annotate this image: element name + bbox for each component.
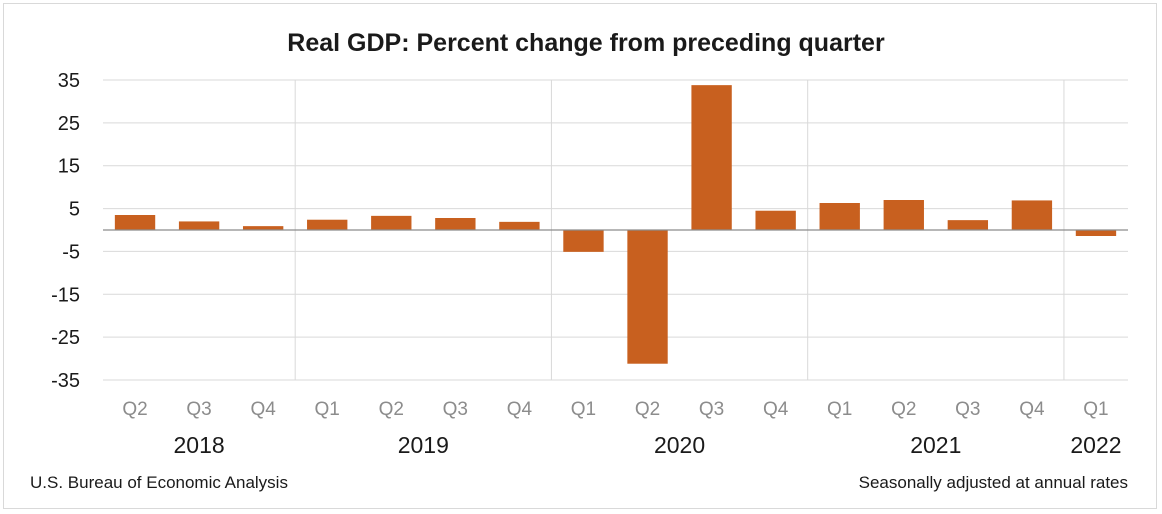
x-tick-label: Q2 (635, 399, 660, 420)
bars (114, 85, 1117, 364)
y-tick-label: 15 (58, 156, 80, 178)
x-tick-label: Q4 (507, 399, 533, 420)
year-label: 2022 (1070, 432, 1121, 458)
bar (627, 230, 668, 364)
year-label: 2020 (654, 432, 705, 458)
bar (947, 220, 989, 230)
bar (307, 219, 348, 230)
x-tick-label: Q1 (315, 399, 340, 420)
chart-title: Real GDP: Percent change from preceding … (287, 29, 885, 57)
bar (755, 210, 796, 230)
bar (883, 200, 924, 230)
x-tick-label: Q4 (1019, 399, 1045, 420)
x-axis-ticks: Q2 Q3 Q4 Q1 Q2 Q3 Q4 Q1 Q2 Q3 Q4 Q1 Q2 Q3 Q4 Q1 (122, 399, 1108, 420)
seasonal-note: Seasonally adjusted at annual rates (859, 473, 1128, 492)
source-note: U.S. Bureau of Economic Analysis (30, 473, 288, 492)
x-tick-label: Q1 (571, 399, 596, 420)
bar (563, 230, 604, 252)
x-tick-label: Q4 (250, 399, 276, 420)
x-tick-label: Q4 (763, 399, 789, 420)
bar (242, 226, 284, 230)
x-tick-label: Q1 (1083, 399, 1108, 420)
gridlines (103, 79, 1128, 381)
bar (819, 203, 860, 230)
bar (691, 85, 732, 231)
y-tick-label: 25 (58, 113, 80, 135)
y-axis-ticks: 35 25 15 5 -5 -15 -25 -35 (51, 70, 80, 392)
y-tick-label: -5 (62, 241, 80, 263)
year-label: 2018 (174, 432, 225, 458)
bar (435, 218, 476, 230)
x-tick-label: Q3 (955, 399, 980, 420)
x-tick-label: Q1 (827, 399, 852, 420)
year-labels: 2018 2019 2020 2021 2022 (174, 432, 1122, 458)
bar (178, 221, 220, 230)
x-tick-label: Q3 (443, 399, 468, 420)
bar (371, 215, 412, 230)
chart-frame (3, 3, 1157, 509)
y-tick-label: 35 (58, 70, 80, 92)
y-tick-label: -25 (51, 327, 80, 349)
y-tick-label: -35 (51, 370, 80, 392)
bar (499, 221, 540, 230)
x-tick-label: Q2 (891, 399, 916, 420)
x-tick-label: Q2 (379, 399, 404, 420)
y-tick-label: 5 (69, 199, 80, 221)
bar (1075, 230, 1117, 236)
x-tick-label: Q3 (186, 399, 211, 420)
year-label: 2021 (910, 432, 961, 458)
bar (1011, 200, 1053, 230)
bar (114, 215, 156, 230)
y-tick-label: -15 (51, 284, 80, 306)
year-label: 2019 (398, 432, 449, 458)
x-tick-label: Q3 (699, 399, 724, 420)
x-tick-label: Q2 (122, 399, 147, 420)
